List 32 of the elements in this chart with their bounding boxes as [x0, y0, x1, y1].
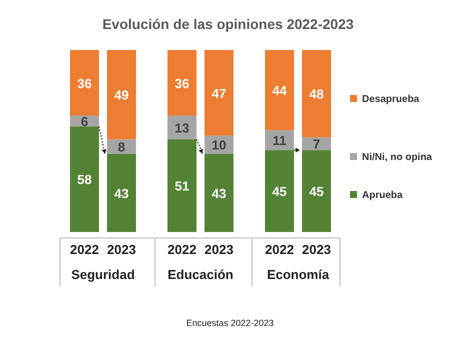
data-label: 11	[272, 133, 286, 148]
text: Economía	[266, 267, 330, 282]
text: Encuestas 2022-2023	[186, 318, 274, 328]
x-tick-label: 2022	[168, 242, 196, 257]
data-label: 47	[212, 86, 226, 101]
data-label: 36	[77, 76, 92, 91]
data-label: 49	[114, 88, 129, 103]
data-label: 51	[174, 178, 190, 194]
x-tick-label: 2023	[107, 242, 136, 257]
data-label: 43	[114, 186, 129, 201]
data-label: 45	[272, 184, 287, 200]
data-label: 10	[212, 138, 226, 153]
data-label: 44	[272, 83, 288, 98]
x-tick-label: 2022	[70, 242, 99, 257]
data-label: 7	[312, 136, 320, 152]
legend-label: Aprueba	[362, 190, 403, 201]
data-label: 43	[212, 186, 226, 201]
legend-label: Ni/Ni, no opina	[362, 152, 432, 163]
data-label: 13	[174, 120, 190, 136]
legend-label: Desaprueba	[362, 94, 420, 105]
data-label: 58	[77, 172, 92, 188]
data-label: 36	[174, 76, 190, 91]
data-label: 48	[309, 86, 324, 102]
chart-title: Evolución de las opiniones 2022-2023	[102, 16, 354, 32]
data-label: 6	[80, 114, 88, 129]
x-tick-label: 2023	[204, 242, 234, 257]
data-label: 45	[309, 184, 324, 200]
x-tick-label: 2022	[265, 242, 294, 257]
data-label: 8	[118, 139, 126, 154]
text: Seguridad	[71, 267, 135, 282]
x-tick-label: 2023	[302, 242, 331, 257]
text: Educación	[168, 267, 234, 282]
